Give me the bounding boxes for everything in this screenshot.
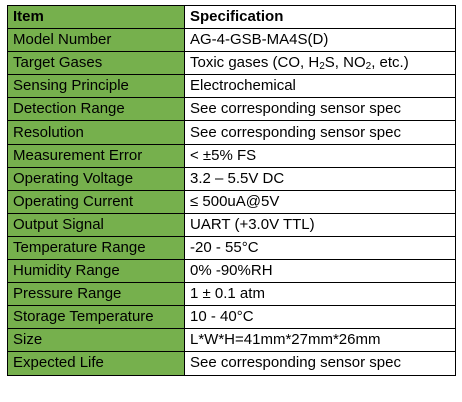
table-row: Detection Range See corresponding sensor…	[7, 97, 456, 122]
row-spec-value: 3.2 – 5.5V DC	[184, 166, 456, 191]
table-row: Pressure Range 1 ± 0.1 atm	[7, 282, 456, 307]
row-item-label: Storage Temperature	[7, 305, 185, 330]
row-item-label: Model Number	[7, 28, 185, 53]
row-spec-value: AG-4-GSB-MA4S(D)	[184, 28, 456, 53]
table-row: Size L*W*H=41mm*27mm*26mm	[7, 328, 456, 353]
row-spec-value: < ±5% FS	[184, 143, 456, 168]
table-row: Storage Temperature 10 - 40°C	[7, 305, 456, 330]
row-spec-value: ≤ 500uA@5V	[184, 189, 456, 214]
table-row: Temperature Range -20 - 55°C	[7, 235, 456, 261]
row-spec-value: 0% -90%RH	[184, 259, 456, 284]
table-row: Target Gases Toxic gases (CO, H2S, NO2, …	[7, 51, 456, 76]
row-spec-value: UART (+3.0V TTL)	[184, 212, 456, 237]
row-spec-value: Electrochemical	[184, 74, 456, 99]
header-item: Item	[7, 4, 185, 30]
table-row: Operating Voltage 3.2 – 5.5V DC	[7, 166, 456, 191]
row-item-label: Operating Voltage	[7, 166, 185, 191]
table-row: Expected Life See corresponding sensor s…	[7, 351, 456, 376]
header-specification: Specification	[184, 4, 456, 30]
table-row: Measurement Error < ±5% FS	[7, 143, 456, 168]
row-item-label: Humidity Range	[7, 259, 185, 284]
table-row: Sensing Principle Electrochemical	[7, 74, 456, 99]
row-item-label: Resolution	[7, 120, 185, 145]
table-header-row: Item Specification	[7, 4, 456, 30]
table-row: Operating Current ≤ 500uA@5V	[7, 189, 456, 214]
row-spec-value: See corresponding sensor spec	[184, 120, 456, 145]
specification-table: Item Specification Model Number AG-4-GSB…	[7, 4, 456, 376]
row-item-label: Operating Current	[7, 189, 185, 214]
table-row: Humidity Range 0% -90%RH	[7, 259, 456, 284]
row-item-label: Measurement Error	[7, 143, 185, 168]
table-row: Resolution See corresponding sensor spec	[7, 120, 456, 145]
row-spec-value: 10 - 40°C	[184, 305, 456, 330]
row-spec-value: L*W*H=41mm*27mm*26mm	[184, 328, 456, 353]
table-row: Model Number AG-4-GSB-MA4S(D)	[7, 28, 456, 53]
row-spec-value: See corresponding sensor spec	[184, 351, 456, 376]
row-spec-value: 1 ± 0.1 atm	[184, 282, 456, 307]
row-item-label: Expected Life	[7, 351, 185, 376]
row-spec-value: -20 - 55°C	[184, 235, 456, 261]
row-item-label: Target Gases	[7, 51, 185, 76]
row-item-label: Sensing Principle	[7, 74, 185, 99]
row-spec-value: See corresponding sensor spec	[184, 97, 456, 122]
row-item-label: Size	[7, 328, 185, 353]
row-item-label: Detection Range	[7, 97, 185, 122]
table-row: Output Signal UART (+3.0V TTL)	[7, 212, 456, 237]
row-spec-value: Toxic gases (CO, H2S, NO2, etc.)	[184, 51, 456, 76]
row-item-label: Temperature Range	[7, 235, 185, 261]
row-item-label: Output Signal	[7, 212, 185, 237]
row-item-label: Pressure Range	[7, 282, 185, 307]
